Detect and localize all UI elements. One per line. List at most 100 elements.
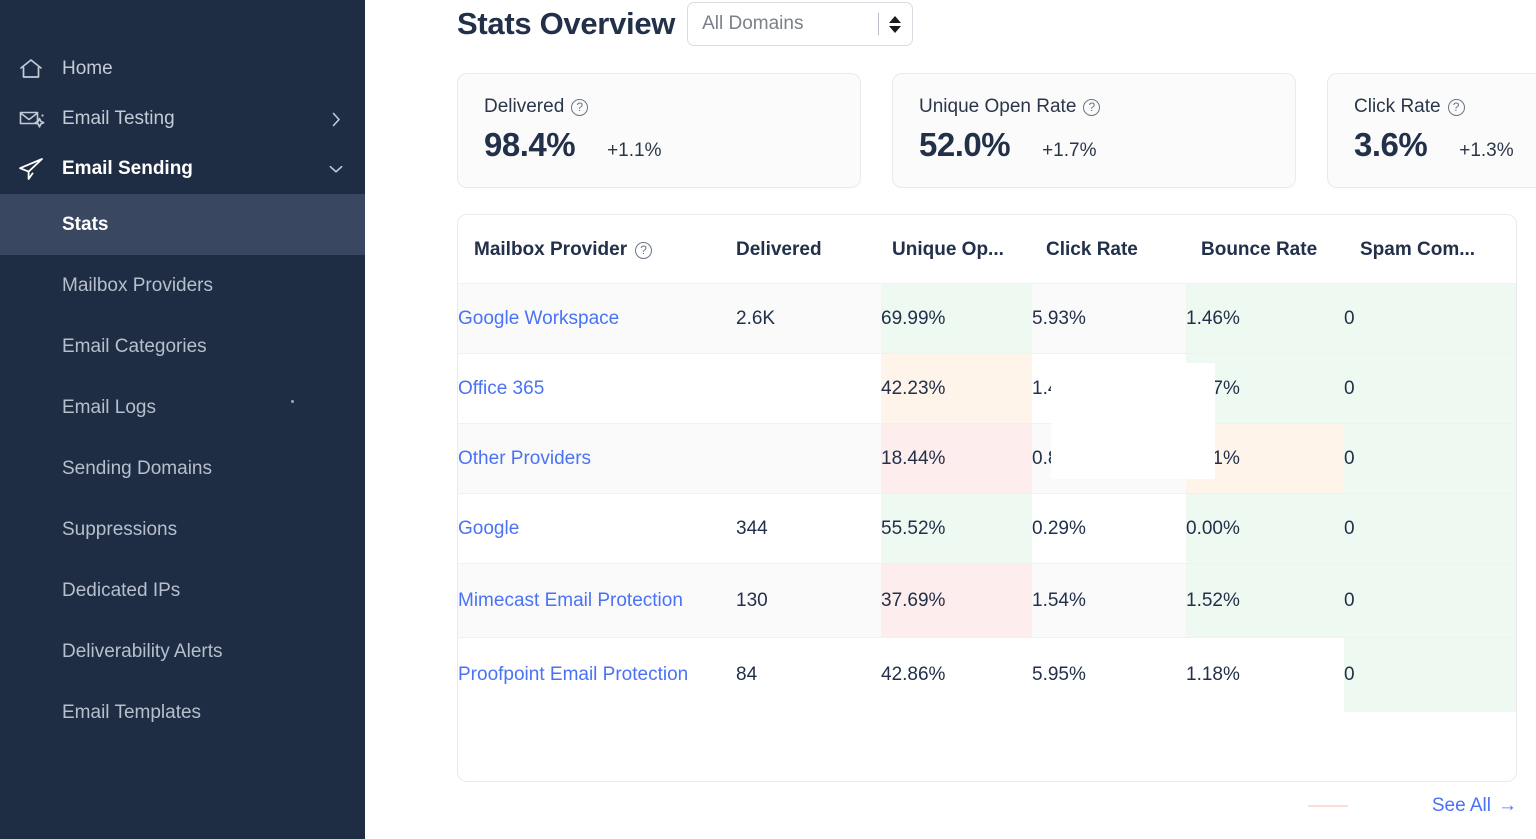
occlusion-patch — [1051, 363, 1215, 479]
cell-spam-complaints: 0 — [1344, 637, 1516, 712]
see-all-label: See All — [1431, 795, 1491, 816]
sidebar-item-label-email-sending: Email Sending — [62, 158, 193, 179]
page-header: Stats Overview All Domains — [365, 0, 1536, 48]
sidebar: Home Email Testing — [0, 0, 365, 839]
column-header-unique-open-rate[interactable]: Unique Op... — [881, 215, 1032, 284]
cell-open-rate: 69.99% — [881, 283, 1032, 354]
cell-bounce-rate: 1.46% — [1186, 283, 1344, 354]
sidebar-item-label-email-testing: Email Testing — [62, 108, 175, 129]
cell-provider: Other Providers — [458, 423, 736, 494]
sidebar-item-dedicated-ips[interactable]: Dedicated IPs — [0, 560, 365, 621]
sidebar-sub-label-email-categories: Email Categories — [62, 335, 207, 357]
provider-link[interactable]: Office 365 — [458, 377, 545, 399]
sidebar-item-stats[interactable]: Stats — [0, 194, 365, 255]
provider-link[interactable]: Other Providers — [458, 447, 592, 469]
stat-card-delta: +1.7% — [1042, 140, 1097, 161]
help-icon[interactable]: ? — [635, 241, 653, 259]
sidebar-item-sending-domains[interactable]: Sending Domains — [0, 438, 365, 499]
cell-click-rate: 1.54% — [1032, 563, 1186, 638]
sidebar-sub-label-email-templates: Email Templates — [62, 701, 202, 723]
sidebar-item-email-logs[interactable]: Email Logs — [0, 377, 365, 438]
sidebar-item-home[interactable]: Home — [0, 44, 365, 94]
sidebar-item-email-sending[interactable]: Email Sending — [0, 144, 365, 194]
table-footer: See All → — [457, 795, 1517, 817]
cell-delivered: 344 — [736, 493, 881, 564]
cell-spam-complaints: 0 — [1344, 493, 1516, 564]
table-row[interactable]: Proofpoint Email Protection 84 42.86% 5.… — [458, 637, 1516, 712]
chevron-updown-icon[interactable] — [888, 15, 902, 33]
stat-card-unique-open-rate[interactable]: Unique Open Rate ? 52.0% +1.7% — [892, 73, 1296, 188]
cell-click-rate: 5.93% — [1032, 283, 1186, 354]
table-row[interactable]: Google 344 55.52% 0.29% 0.00% 0 — [458, 493, 1516, 564]
column-header-bounce-rate[interactable]: Bounce Rate — [1186, 215, 1344, 284]
stat-card-value: 52.0% — [919, 126, 1011, 163]
cell-delivered — [736, 423, 881, 494]
cell-provider: Office 365 — [458, 353, 736, 424]
stat-card-click-rate[interactable]: Click Rate ? 3.6% +1.3% — [1327, 73, 1536, 188]
stat-card-delta: +1.3% — [1459, 140, 1514, 161]
select-divider — [878, 13, 880, 35]
cell-spam-complaints: 0 — [1344, 423, 1516, 494]
sidebar-sub-label-sending-domains: Sending Domains — [62, 457, 212, 479]
paper-plane-icon — [18, 156, 52, 182]
help-icon[interactable]: ? — [1083, 98, 1101, 116]
sidebar-item-label-home: Home — [62, 58, 113, 79]
see-all-link[interactable]: See All → — [1432, 795, 1517, 817]
table-row[interactable]: Mimecast Email Protection 130 37.69% 1.5… — [458, 563, 1516, 638]
sidebar-item-deliverability-alerts[interactable]: Deliverability Alerts — [0, 621, 365, 682]
sidebar-item-mailbox-providers[interactable]: Mailbox Providers — [0, 255, 365, 316]
cell-provider: Mimecast Email Protection — [458, 563, 736, 638]
sidebar-dot-marker — [291, 400, 294, 403]
sidebar-item-email-categories[interactable]: Email Categories — [0, 316, 365, 377]
stat-card-label: Unique Open Rate ? — [919, 96, 1295, 118]
table-body: Google Workspace 2.6K 69.99% 5.93% 1.46%… — [458, 283, 1516, 712]
provider-link[interactable]: Mimecast Email Protection — [458, 589, 683, 611]
cell-open-rate: 37.69% — [881, 563, 1032, 638]
email-testing-icon — [18, 106, 52, 132]
stat-card-label-text: Delivered — [484, 96, 565, 117]
table-row[interactable]: Google Workspace 2.6K 69.99% 5.93% 1.46%… — [458, 283, 1516, 354]
help-icon[interactable]: ? — [571, 98, 589, 116]
table-row[interactable]: Office 365 42.23% 1.44% 1.17% 0 — [458, 353, 1516, 424]
mailbox-provider-table: Mailbox Provider ? Delivered Unique Op..… — [458, 215, 1516, 712]
provider-link[interactable]: Proofpoint Email Protection — [458, 663, 689, 685]
cell-open-rate: 18.44% — [881, 423, 1032, 494]
cell-spam-complaints: 0 — [1344, 563, 1516, 638]
sidebar-sub-label-mailbox-providers: Mailbox Providers — [62, 274, 213, 296]
stat-card-label-text: Click Rate — [1354, 96, 1441, 117]
cell-delivered: 84 — [736, 637, 881, 712]
cell-delivered: 130 — [736, 563, 881, 638]
column-header-provider[interactable]: Mailbox Provider ? — [458, 215, 736, 284]
main-content: Stats Overview All Domains Delivered ? 9… — [365, 0, 1536, 839]
sidebar-primary-nav: Home Email Testing — [0, 0, 365, 194]
chevron-right-icon[interactable] — [329, 112, 343, 126]
cell-click-rate: 5.95% — [1032, 637, 1186, 712]
column-header-click-rate[interactable]: Click Rate — [1032, 215, 1186, 284]
footer-divider — [1307, 805, 1348, 807]
stat-card-value: 3.6% — [1354, 126, 1428, 163]
provider-link[interactable]: Google — [458, 517, 520, 539]
cell-open-rate: 55.52% — [881, 493, 1032, 564]
provider-link[interactable]: Google Workspace — [458, 307, 620, 329]
stat-cards: Delivered ? 98.4% +1.1% Unique Open Rate… — [365, 73, 1536, 188]
cell-open-rate: 42.23% — [881, 353, 1032, 424]
sidebar-item-suppressions[interactable]: Suppressions — [0, 499, 365, 560]
column-header-spam-complaints[interactable]: Spam Com... — [1344, 215, 1516, 284]
sidebar-sub-nav: Stats Mailbox Providers Email Categories… — [0, 194, 365, 743]
table-header-row: Mailbox Provider ? Delivered Unique Op..… — [458, 215, 1516, 284]
cell-bounce-rate: 0.00% — [1186, 493, 1344, 564]
sidebar-item-email-testing[interactable]: Email Testing — [0, 94, 365, 144]
table-row[interactable]: Other Providers 18.44% 0.80% 3.01% 0 — [458, 423, 1516, 494]
column-header-delivered[interactable]: Delivered — [736, 215, 881, 284]
stat-card-delivered[interactable]: Delivered ? 98.4% +1.1% — [457, 73, 861, 188]
column-header-provider-label: Mailbox Provider — [474, 239, 628, 260]
sidebar-item-email-templates[interactable]: Email Templates — [0, 682, 365, 743]
domain-filter-select[interactable]: All Domains — [687, 2, 914, 46]
help-icon[interactable]: ? — [1447, 98, 1465, 116]
stat-card-label-text: Unique Open Rate — [919, 96, 1077, 117]
sidebar-sub-label-deliverability-alerts: Deliverability Alerts — [62, 640, 223, 662]
cell-provider: Google — [458, 493, 736, 564]
stat-card-values: 52.0% +1.7% — [919, 126, 1295, 164]
chevron-down-icon[interactable] — [329, 162, 343, 176]
